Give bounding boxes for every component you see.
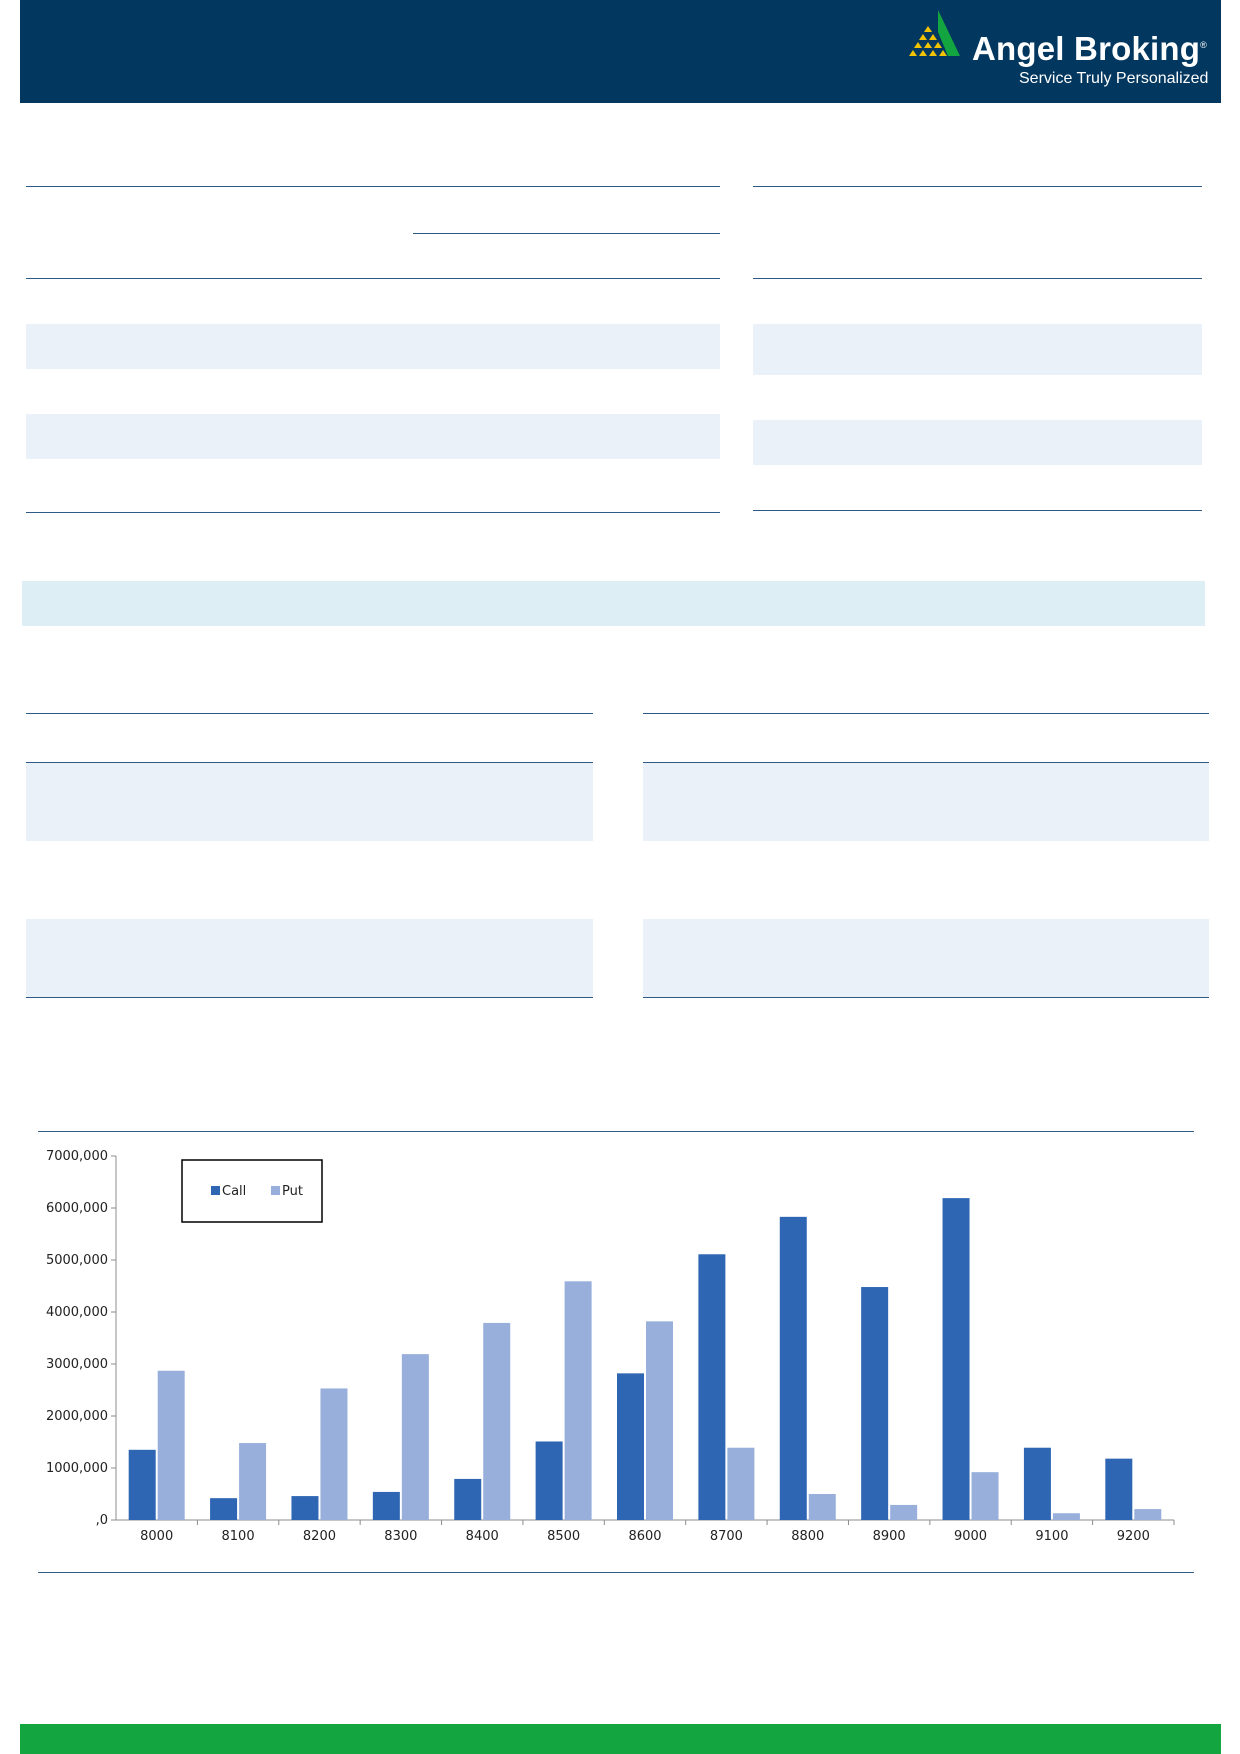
- table-row-band: [643, 919, 1209, 997]
- table-row-band: [26, 763, 593, 841]
- table-row-band: [643, 763, 1209, 841]
- y-tick-label: 6000,000: [46, 1201, 108, 1216]
- chart-top-rule: [38, 1131, 1194, 1132]
- triangle-logo-icon: [909, 10, 960, 56]
- bar-put: [1052, 1513, 1080, 1520]
- y-tick-label: 3000,000: [46, 1357, 108, 1372]
- x-tick-label: 8900: [873, 1529, 906, 1544]
- legend-label-put: Put: [282, 1184, 303, 1199]
- x-tick-label: 8700: [710, 1529, 743, 1544]
- angel-broking-logo: Angel Broking® Service Truly Personalize…: [908, 10, 1218, 90]
- y-tick-label: 7000,000: [46, 1149, 108, 1164]
- table-rule: [26, 186, 720, 187]
- table-rule: [413, 233, 720, 234]
- table-row-band: [753, 324, 1202, 375]
- bar-call: [210, 1498, 238, 1520]
- bar-call: [861, 1287, 889, 1520]
- open-interest-chart: ,0 1000,000 2000,000 3000,000 4000,000 5000,0…: [30, 1140, 1190, 1560]
- table-rule: [26, 512, 720, 513]
- brand-name-text: Angel Broking: [972, 30, 1201, 67]
- section-heading-band: [22, 581, 1205, 626]
- x-tick-label: 9200: [1117, 1529, 1150, 1544]
- bar-put: [239, 1443, 267, 1520]
- table-rule: [643, 762, 1209, 763]
- footer-bar: [20, 1724, 1221, 1754]
- legend-label-call: Call: [222, 1184, 246, 1199]
- bar-put: [971, 1472, 999, 1520]
- table-rule: [26, 762, 593, 763]
- registered-mark: ®: [1200, 40, 1207, 50]
- table-rule: [643, 997, 1209, 998]
- table-row-band: [753, 420, 1202, 465]
- brand-tagline: Service Truly Personalized: [1019, 70, 1209, 87]
- bar-put: [808, 1494, 836, 1520]
- bar-call: [1105, 1458, 1133, 1520]
- x-tick-label: 8400: [466, 1529, 499, 1544]
- bar-call: [291, 1496, 319, 1520]
- table-rule: [26, 997, 593, 998]
- table-rule: [26, 278, 720, 279]
- bar-call: [454, 1478, 482, 1520]
- bar-call: [617, 1373, 644, 1520]
- bar-put: [157, 1370, 185, 1520]
- y-tick-label: 1000,000: [46, 1461, 108, 1476]
- bar-put: [1134, 1509, 1162, 1520]
- chart-bottom-rule: [38, 1572, 1194, 1573]
- bar-call: [535, 1441, 563, 1520]
- bar-put: [483, 1322, 511, 1520]
- brand-name: Angel Broking®: [972, 30, 1207, 68]
- bar-call: [1023, 1447, 1051, 1520]
- x-tick-label: 8600: [628, 1529, 661, 1544]
- table-rule: [753, 186, 1202, 187]
- x-tick-label: 8500: [547, 1529, 580, 1544]
- bar-chart-svg: ,0 1000,000 2000,000 3000,000 4000,000 5000,0…: [46, 1149, 1175, 1544]
- bar-put: [727, 1447, 755, 1520]
- x-tick-label: 8100: [222, 1529, 255, 1544]
- bar-put: [564, 1281, 592, 1520]
- bar-call: [698, 1254, 726, 1520]
- bar-call: [372, 1491, 400, 1520]
- x-tick-label: 8000: [140, 1529, 173, 1544]
- bar-call: [779, 1216, 807, 1520]
- table-rule: [753, 510, 1202, 511]
- legend-swatch-put: [271, 1186, 280, 1195]
- bar-call: [128, 1449, 156, 1520]
- bar-call: [942, 1198, 970, 1520]
- x-tick-label: 8800: [791, 1529, 824, 1544]
- table-row-band: [26, 919, 593, 997]
- table-rule: [753, 278, 1202, 279]
- table-rule: [643, 713, 1209, 714]
- table-row-band: [26, 324, 720, 369]
- table-row-band: [26, 414, 720, 459]
- bar-put: [646, 1321, 673, 1520]
- legend-box: [181, 1159, 323, 1223]
- y-tick-label: 2000,000: [46, 1409, 108, 1424]
- x-tick-label: 9000: [954, 1529, 987, 1544]
- report-header: Angel Broking® Service Truly Personalize…: [20, 0, 1221, 103]
- table-rule: [26, 713, 593, 714]
- legend-swatch-call: [211, 1186, 220, 1195]
- x-tick-label: 8300: [384, 1529, 417, 1544]
- y-tick-label: 4000,000: [46, 1305, 108, 1320]
- bar-put: [401, 1354, 429, 1520]
- y-tick-label: ,0: [96, 1513, 108, 1528]
- y-tick-label: 5000,000: [46, 1253, 108, 1268]
- bar-put: [890, 1504, 918, 1520]
- x-tick-label: 8200: [303, 1529, 336, 1544]
- x-tick-label: 9100: [1035, 1529, 1068, 1544]
- bar-put: [320, 1388, 348, 1520]
